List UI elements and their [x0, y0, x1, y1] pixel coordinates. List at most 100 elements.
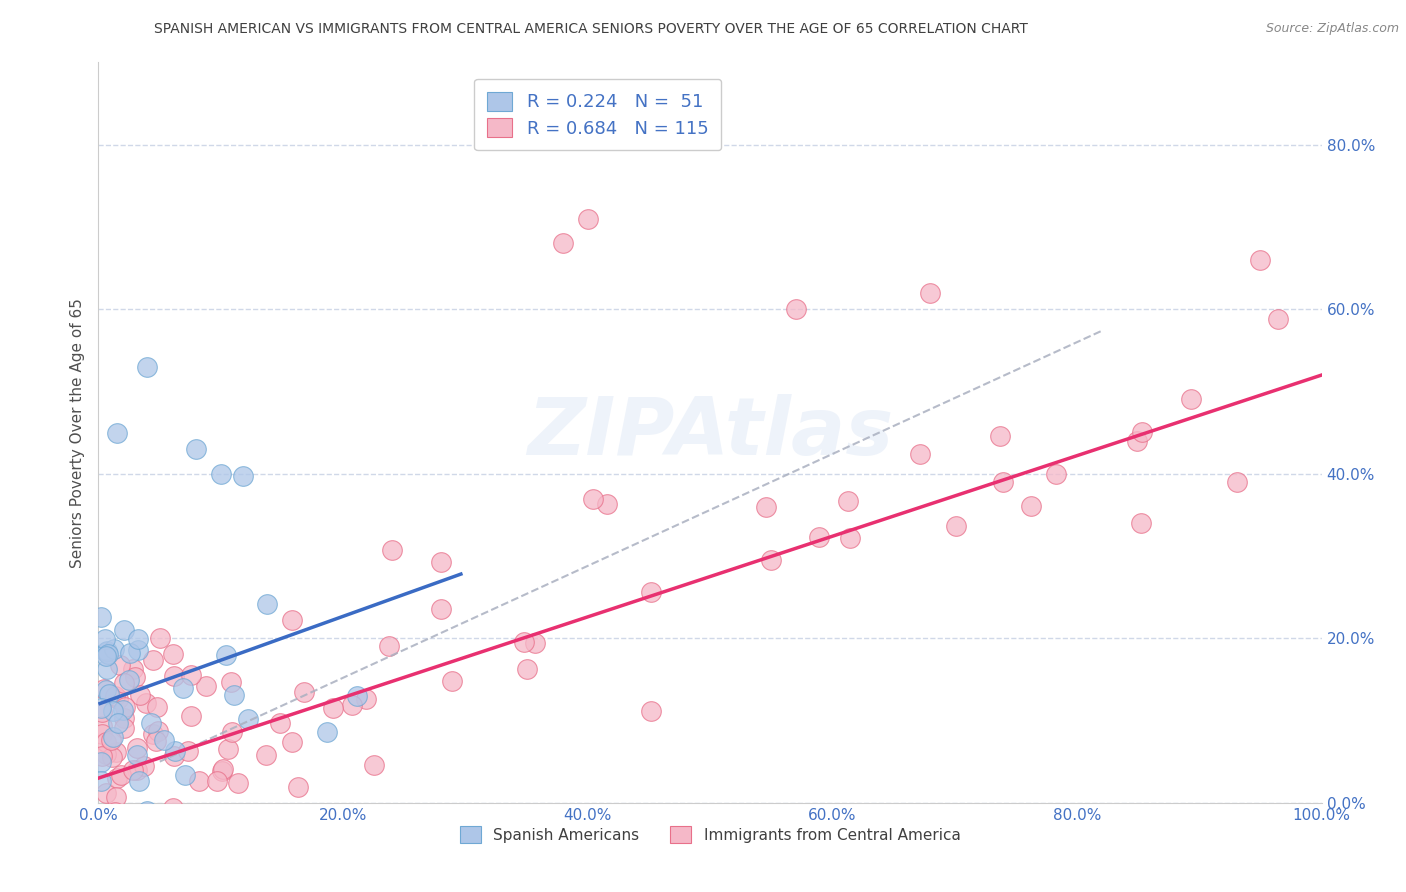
Point [163, 749, 186, 764]
Point [103, 642, 125, 657]
Point [107, 716, 129, 731]
Point [920, 285, 942, 300]
Point [640, 704, 662, 718]
Point [256, 597, 278, 611]
Point [93, 681, 115, 696]
Point [142, 727, 165, 741]
Point [162, 801, 184, 815]
Point [582, 491, 605, 506]
Point [118, 845, 141, 859]
Point [1226, 475, 1249, 489]
Point [180, 667, 202, 681]
Point [112, 711, 135, 725]
Point [127, 632, 149, 646]
Point [381, 542, 404, 557]
Point [138, 808, 160, 822]
Point [188, 773, 211, 788]
Point [105, 771, 128, 785]
Point [173, 812, 195, 826]
Point [553, 236, 575, 251]
Point [94, 644, 117, 658]
Point [513, 635, 536, 649]
Point [97, 878, 120, 892]
Point [340, 698, 363, 712]
Point [1267, 312, 1289, 326]
Point [114, 623, 136, 637]
Point [576, 812, 599, 826]
Point [111, 703, 134, 717]
Point [807, 530, 830, 544]
Point [105, 854, 128, 868]
Point [118, 673, 141, 687]
Point [97, 647, 120, 661]
Point [640, 585, 662, 599]
Point [160, 812, 183, 826]
Point [149, 631, 172, 645]
Point [281, 613, 304, 627]
Point [1250, 252, 1272, 267]
Text: Source: ZipAtlas.com: Source: ZipAtlas.com [1265, 22, 1399, 36]
Point [129, 821, 152, 835]
Point [254, 747, 277, 762]
Point [91, 705, 114, 719]
Point [97, 845, 120, 859]
Point [993, 475, 1015, 489]
Point [122, 763, 145, 777]
Point [232, 469, 254, 483]
Point [146, 724, 169, 739]
Point [124, 829, 146, 843]
Point [838, 531, 860, 545]
Point [120, 646, 142, 660]
Point [96, 661, 118, 675]
Point [98, 836, 121, 850]
Point [205, 773, 228, 788]
Point [238, 713, 260, 727]
Point [91, 749, 114, 764]
Point [90, 701, 112, 715]
Point [107, 692, 129, 706]
Point [129, 689, 152, 703]
Point [354, 692, 377, 706]
Point [281, 735, 304, 749]
Point [270, 854, 294, 868]
Point [122, 662, 145, 676]
Point [127, 643, 149, 657]
Point [104, 789, 127, 804]
Point [94, 735, 117, 749]
Point [163, 669, 186, 683]
Point [103, 704, 125, 718]
Point [149, 837, 172, 851]
Y-axis label: Seniors Poverty Over the Age of 65: Seniors Poverty Over the Age of 65 [70, 298, 86, 567]
Point [287, 780, 309, 795]
Point [93, 873, 115, 888]
Point [94, 682, 117, 697]
Point [97, 687, 120, 701]
Text: ZIPAtlas: ZIPAtlas [527, 393, 893, 472]
Point [576, 211, 599, 226]
Point [430, 555, 453, 569]
Point [134, 758, 156, 772]
Point [162, 647, 184, 661]
Point [124, 862, 146, 876]
Point [219, 674, 242, 689]
Point [127, 763, 149, 777]
Point [112, 676, 135, 690]
Point [110, 768, 132, 782]
Point [101, 750, 124, 764]
Point [378, 639, 401, 653]
Point [90, 774, 112, 789]
Point [153, 733, 176, 747]
Point [759, 553, 782, 567]
Point [172, 681, 194, 695]
Point [163, 744, 186, 758]
Point [118, 829, 141, 843]
Point [292, 685, 315, 699]
Point [1019, 500, 1042, 514]
Point [114, 699, 136, 714]
Point [105, 821, 128, 835]
Point [91, 719, 114, 733]
Point [91, 727, 114, 741]
Point [104, 805, 127, 819]
Point [211, 762, 233, 776]
Point [1130, 516, 1153, 530]
